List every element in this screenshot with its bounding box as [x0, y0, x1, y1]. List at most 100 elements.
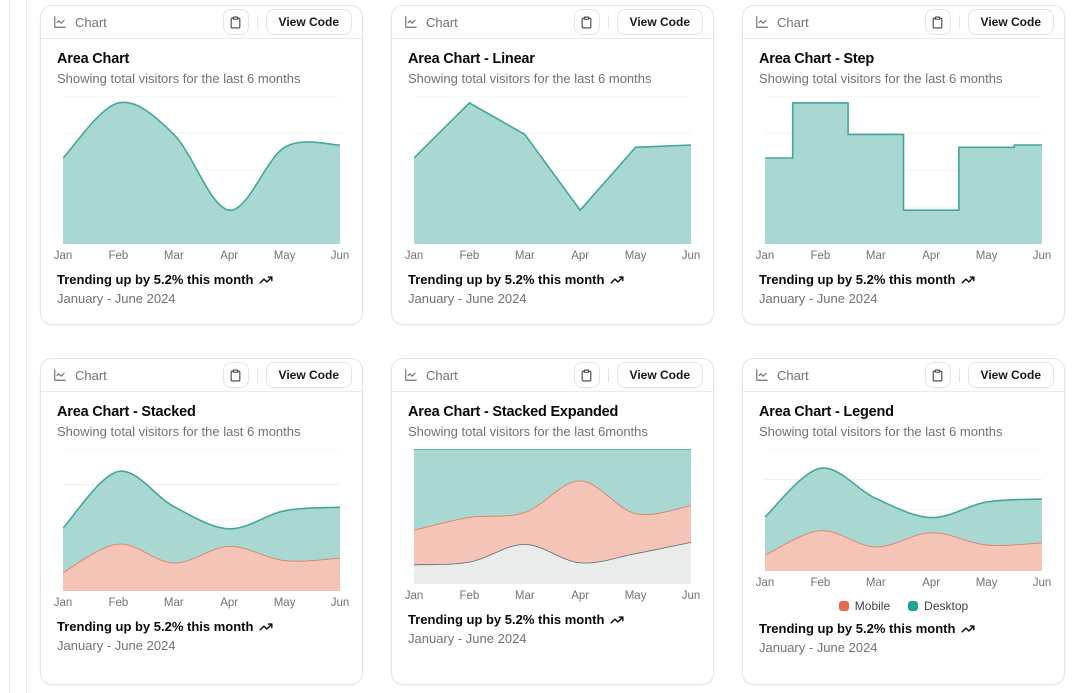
card-subtitle: Showing total visitors for the last 6 mo…: [57, 71, 301, 86]
view-code-button[interactable]: View Code: [265, 362, 352, 388]
card-title: Area Chart - Legend: [759, 404, 894, 420]
view-code-button[interactable]: View Code: [616, 9, 703, 35]
card-toolbar: Chart View Code: [392, 359, 713, 392]
copy-code-button[interactable]: [222, 362, 249, 388]
card-toolbar: Chart View Code: [743, 6, 1064, 39]
trend-text: Trending up by 5.2% this month: [57, 619, 254, 634]
area-chart[interactable]: [414, 96, 691, 244]
x-axis-label: Jan: [53, 597, 73, 609]
toolbar-right: View Code: [222, 362, 352, 388]
area-chart[interactable]: [63, 96, 340, 244]
chart-card: Chart View Code Area Chart - Step Showin…: [742, 5, 1065, 325]
clipboard-icon: [931, 369, 944, 382]
x-axis-label: Feb: [459, 250, 480, 262]
x-axis-label: Feb: [459, 590, 480, 602]
card-title: Area Chart - Step: [759, 51, 875, 67]
view-code-button[interactable]: View Code: [265, 9, 352, 35]
x-axis-label: Mar: [514, 250, 535, 262]
x-axis-label: Apr: [922, 250, 941, 262]
chart-svg: [63, 96, 340, 244]
x-axis: Jan Feb Mar Apr May Jun: [405, 246, 701, 264]
period-text: January - June 2024: [759, 640, 878, 655]
card-title: Area Chart - Stacked: [57, 404, 196, 420]
x-axis-label: Jan: [404, 250, 424, 262]
view-code-button[interactable]: View Code: [967, 362, 1054, 388]
legend-area-chart[interactable]: [765, 449, 1042, 571]
card-body: Area Chart - Stacked Expanded Showing to…: [392, 392, 713, 684]
x-axis-label: Jun: [330, 250, 350, 262]
toolbar-chart-label: Chart: [75, 367, 107, 383]
chart-line-icon: [755, 15, 769, 29]
x-axis-label: Jun: [1032, 250, 1052, 262]
card-body: Area Chart Showing total visitors for th…: [41, 39, 362, 324]
x-axis-label: Jan: [755, 577, 775, 589]
x-axis-label: Apr: [571, 250, 590, 262]
period-text: January - June 2024: [408, 291, 527, 306]
toolbar-chart-label: Chart: [426, 14, 458, 30]
chart-card: Chart View Code Area Chart - Stacked Exp…: [391, 358, 714, 685]
period-text: January - June 2024: [57, 638, 176, 653]
x-axis-label: Apr: [571, 590, 590, 602]
card-toolbar: Chart View Code: [41, 359, 362, 392]
x-axis-label: Jan: [755, 250, 775, 262]
chart-svg: [63, 449, 340, 591]
card-footer: Trending up by 5.2% this month January -…: [57, 619, 346, 653]
stacked-area-chart[interactable]: [63, 449, 340, 591]
chart-card-grid: Chart View Code Area Chart Showing total…: [40, 5, 1065, 685]
card-toolbar: Chart View Code: [392, 6, 713, 39]
x-axis-label: Jun: [330, 597, 350, 609]
toolbar-left: Chart: [404, 368, 458, 383]
toolbar-right: View Code: [924, 9, 1054, 35]
toolbar-left: Chart: [755, 368, 809, 383]
view-code-button[interactable]: View Code: [967, 9, 1054, 35]
clipboard-icon: [580, 369, 593, 382]
copy-code-button[interactable]: [573, 9, 600, 35]
mobile-swatch-icon: [838, 601, 849, 611]
x-axis-label: Mar: [865, 250, 886, 262]
card-toolbar: Chart View Code: [41, 6, 362, 39]
clipboard-icon: [580, 16, 593, 29]
x-axis-label: Mar: [514, 590, 535, 602]
toolbar-separator: [607, 368, 609, 382]
x-axis-label: Jun: [681, 590, 701, 602]
toolbar-right: View Code: [222, 9, 352, 35]
view-code-button[interactable]: View Code: [616, 362, 703, 388]
stacked-expanded-area-chart[interactable]: [414, 449, 691, 584]
card-body: Area Chart - Legend Showing total visito…: [743, 392, 1064, 684]
x-axis-label: Feb: [108, 250, 129, 262]
area-chart[interactable]: [765, 96, 1042, 244]
card-subtitle: Showing total visitors for the last 6 mo…: [408, 71, 652, 86]
toolbar-left: Chart: [404, 15, 458, 30]
chart-line-icon: [53, 15, 67, 29]
x-axis-label: May: [624, 590, 647, 602]
copy-code-button[interactable]: [573, 362, 600, 388]
toolbar-chart-label: Chart: [777, 367, 809, 383]
clipboard-icon: [931, 16, 944, 29]
x-axis-label: Jun: [681, 250, 701, 262]
copy-code-button[interactable]: [222, 9, 249, 35]
card-toolbar: Chart View Code: [743, 359, 1064, 392]
chart-svg: [414, 96, 691, 244]
card-subtitle: Showing total visitors for the last 6 mo…: [759, 71, 1003, 86]
desktop-swatch-icon: [908, 601, 919, 611]
chart-legend: Mobile Desktop: [759, 599, 1048, 613]
trending-up-icon: [259, 620, 274, 634]
legend-item-mobile: Mobile: [838, 599, 891, 613]
toolbar-right: View Code: [573, 362, 703, 388]
trend-text: Trending up by 5.2% this month: [408, 272, 605, 287]
chart-card: Chart View Code Area Chart - Stacked Sho…: [40, 358, 363, 685]
legend-label: Mobile: [854, 599, 891, 613]
x-axis-label: May: [624, 250, 647, 262]
chart-card: Chart View Code Area Chart - Linear Show…: [391, 5, 714, 325]
copy-code-button[interactable]: [924, 9, 951, 35]
chart-card: Chart View Code Area Chart Showing total…: [40, 5, 363, 325]
x-axis-label: Apr: [922, 577, 941, 589]
card-subtitle: Showing total visitors for the last 6mon…: [408, 424, 648, 439]
toolbar-separator: [958, 368, 960, 382]
toolbar-left: Chart: [53, 368, 107, 383]
trending-up-icon: [961, 273, 976, 287]
copy-code-button[interactable]: [924, 362, 951, 388]
trending-up-icon: [610, 273, 625, 287]
card-title: Area Chart - Linear: [408, 51, 535, 67]
